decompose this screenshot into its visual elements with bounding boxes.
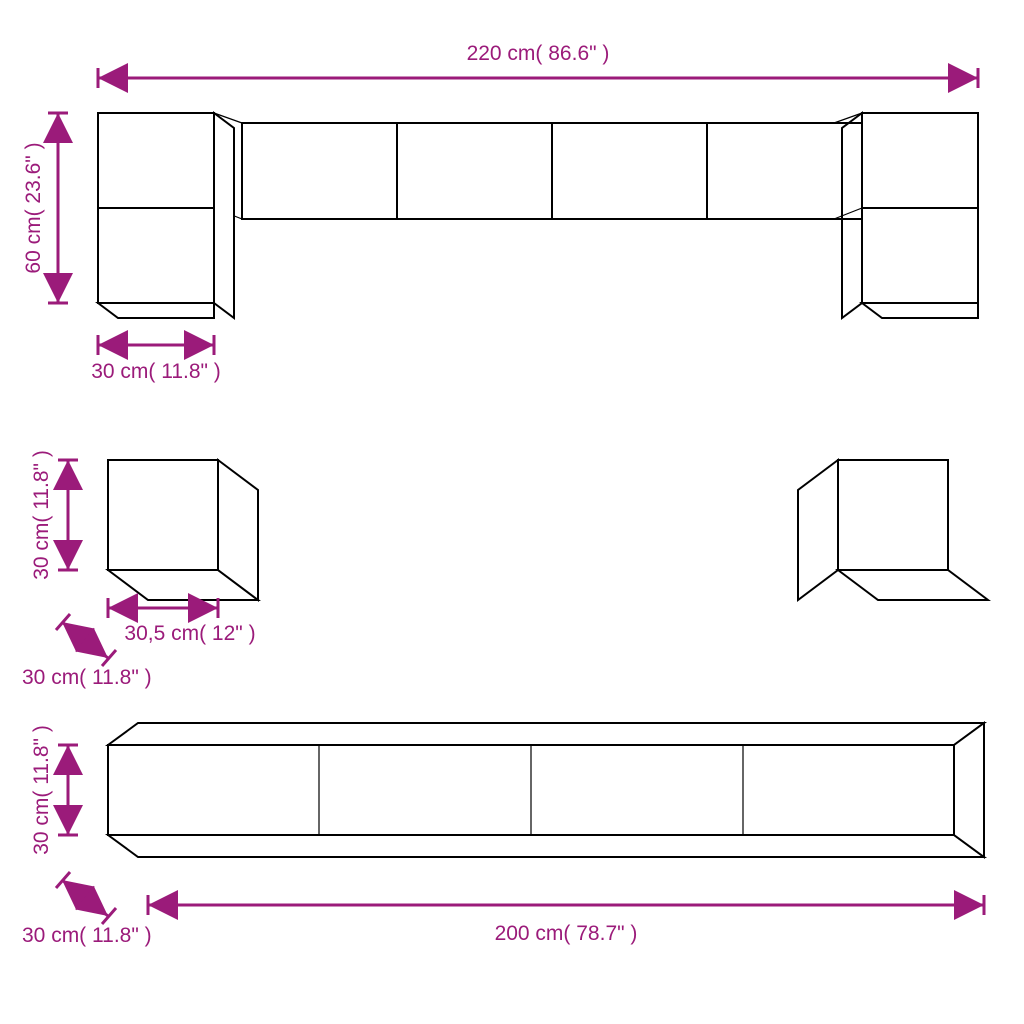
label-lower-height: 30 cm( 11.8" ) [30,725,53,855]
top-cabinet-unit [98,113,978,318]
dim-lower-depth: 30 cm( 11.8" ) [22,872,152,947]
dimension-drawing: 220 cm( 86.6" ) 60 cm( 23.6" ) 30 cm( 11… [0,0,1024,1024]
dim-top-height: 60 cm( 23.6" ) [22,113,68,303]
dim-cube-height: 30 cm( 11.8" ) [30,450,78,580]
label-lower-width: 200 cm( 78.7" ) [495,922,638,945]
lower-cabinet [108,723,984,857]
label-cube-width: 30,5 cm( 12" ) [124,622,255,645]
label-top-height: 60 cm( 23.6" ) [22,142,45,273]
label-cube-depth: 30 cm( 11.8" ) [22,666,152,689]
label-top-width: 220 cm( 86.6" ) [467,42,610,65]
label-cube-height: 30 cm( 11.8" ) [30,450,53,580]
dim-cube-width: 30,5 cm( 12" ) [108,598,256,645]
dim-lower-width: 200 cm( 78.7" ) [148,895,984,945]
dim-top-width: 220 cm( 86.6" ) [98,42,978,88]
label-lower-depth: 30 cm( 11.8" ) [22,924,152,947]
label-top-small-width: 30 cm( 11.8" ) [91,360,221,383]
cube-left [108,460,258,600]
dim-lower-height: 30 cm( 11.8" ) [30,725,78,855]
dim-top-small-width: 30 cm( 11.8" ) [91,335,221,383]
cube-right [798,460,988,600]
